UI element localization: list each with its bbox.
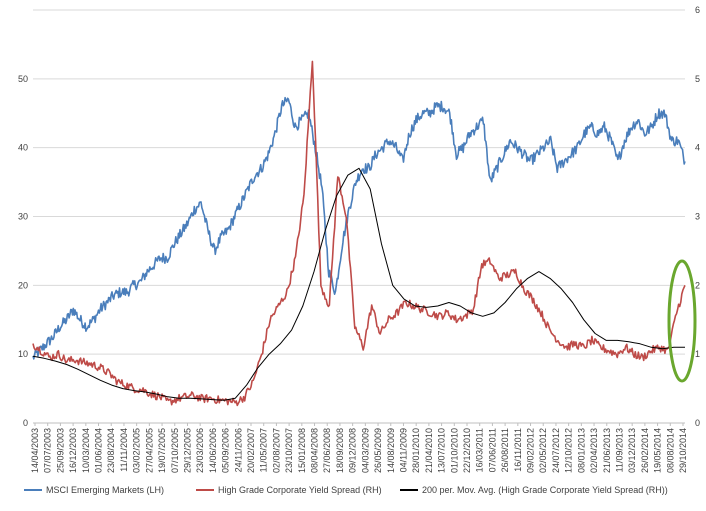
x-tick-label: 25/09/2003	[55, 428, 65, 473]
x-tick-label: 27/04/2005	[144, 428, 154, 473]
y-right-tick-label: 6	[695, 5, 700, 15]
x-tick-label: 12/10/2012	[564, 428, 574, 473]
x-tick-label: 24/07/2012	[551, 428, 561, 473]
x-tick-label: 26/08/2011	[500, 428, 510, 472]
y-right-tick-label: 1	[695, 349, 700, 359]
y-right-tick-label: 4	[695, 143, 700, 153]
y-right-tick-label: 5	[695, 74, 700, 84]
x-tick-label: 02/05/2012	[538, 428, 548, 473]
x-tick-label: 08/01/2013	[576, 428, 586, 473]
x-tick-label: 11/05/2007	[259, 428, 269, 472]
x-tick-label: 05/09/2006	[221, 428, 231, 473]
legend-label: MSCI Emerging Markets (LH)	[46, 485, 164, 495]
x-tick-label: 07/07/2003	[43, 428, 53, 473]
x-tick-label: 20/02/2007	[246, 428, 256, 473]
series-line	[32, 96, 686, 360]
series-lines	[32, 60, 686, 407]
series-line	[32, 60, 686, 407]
highlight-ellipse	[667, 259, 697, 383]
x-tick-label: 14/04/2003	[30, 428, 40, 473]
x-tick-label: 02/08/2007	[271, 428, 281, 473]
legend: MSCI Emerging Markets (LH) High Grade Cor…	[24, 485, 668, 495]
x-tick-label: 19/07/2005	[157, 428, 167, 473]
x-tick-label: 26/02/2014	[640, 428, 650, 473]
x-tick-label: 01/06/2004	[94, 428, 104, 473]
x-tick-label: 18/09/2008	[335, 428, 345, 473]
legend-label: 200 per. Mov. Avg. (High Grade Corporate…	[422, 485, 668, 495]
right-axis-tick-labels: 0 1 2 3 4 5 6	[695, 5, 700, 428]
y-left-tick-label: 20	[18, 280, 28, 290]
x-tick-label: 08/08/2014	[665, 428, 675, 473]
x-tick-label: 02/04/2013	[589, 428, 599, 473]
x-tick-label: 16/11/2011	[513, 428, 523, 472]
x-tick-label: 01/10/2010	[449, 428, 459, 473]
x-tick-label: 09/02/2012	[526, 428, 536, 473]
y-right-tick-label: 0	[695, 418, 700, 428]
x-tick-label: 23/08/2004	[106, 428, 116, 473]
x-tick-label: 04/11/2009	[398, 428, 408, 472]
y-left-tick-label: 0	[23, 418, 28, 428]
y-right-tick-label: 2	[695, 280, 700, 290]
x-tick-label: 10/03/2004	[81, 428, 91, 473]
x-tick-label: 03/02/2005	[132, 428, 142, 473]
x-tick-label: 03/12/2013	[627, 428, 637, 473]
x-tick-label: 28/01/2010	[411, 428, 421, 473]
x-tick-label: 23/03/2006	[195, 428, 205, 473]
x-tick-label: 26/05/2009	[373, 428, 383, 473]
x-tick-label: 04/03/2009	[360, 428, 370, 473]
x-tick-label: 11/11/2004	[119, 428, 129, 472]
x-tick-label: 19/05/2014	[653, 428, 663, 473]
x-tick-label: 16/12/2003	[68, 428, 78, 473]
x-tick-label: 16/03/2011	[475, 428, 485, 472]
x-tick-label: 21/04/2010	[424, 428, 434, 473]
x-tick-label: 21/06/2013	[602, 428, 612, 473]
y-right-tick-label: 3	[695, 212, 700, 222]
legend-label: High Grade Corporate Yield Spread (RH)	[218, 485, 382, 495]
x-tick-label: 08/04/2008	[310, 428, 320, 473]
y-left-tick-label: 30	[18, 212, 28, 222]
y-left-tick-label: 10	[18, 349, 28, 359]
x-tick-label: 14/06/2006	[208, 428, 218, 473]
x-tick-label: 29/12/2005	[182, 428, 192, 473]
y-left-tick-label: 40	[18, 143, 28, 153]
x-tick-label: 07/10/2005	[170, 428, 180, 473]
x-tick-label: 14/08/2009	[386, 428, 396, 473]
x-tick-label: 29/10/2014	[678, 428, 688, 473]
left-axis-tick-labels: 0 10 20 30 40 50	[18, 74, 28, 428]
y-left-tick-label: 50	[18, 74, 28, 84]
series-line	[32, 167, 685, 401]
x-tick-label: 24/11/2006	[233, 428, 243, 472]
x-tick-label: 22/12/2010	[462, 428, 472, 473]
x-tick-label: 15/01/2008	[297, 428, 307, 473]
x-tick-label: 07/06/2011	[487, 428, 497, 472]
x-tick-label: 09/12/2008	[348, 428, 358, 473]
gridlines	[33, 9, 685, 424]
x-tick-label: 13/07/2010	[437, 428, 447, 473]
annotation	[667, 259, 697, 383]
x-tick-label: 23/10/2007	[284, 428, 294, 473]
x-tick-label: 11/09/2013	[614, 428, 624, 472]
x-tick-label: 27/06/2008	[322, 428, 332, 473]
x-axis-tick-labels: 14/04/2003 07/07/2003 25/09/2003 16/12/2003…	[30, 423, 688, 473]
